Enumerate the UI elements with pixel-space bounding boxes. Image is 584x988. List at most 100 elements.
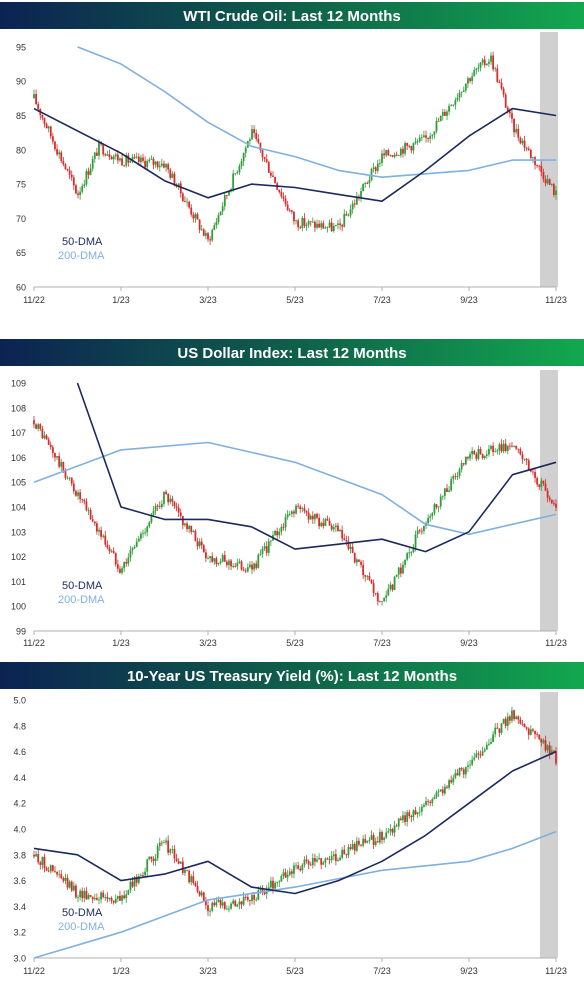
candle-body <box>412 143 415 151</box>
candle-body <box>303 217 306 226</box>
candle-body <box>221 206 224 212</box>
candle-body <box>332 226 335 232</box>
candle-body <box>144 160 147 168</box>
candle-body <box>77 897 79 898</box>
candle-body <box>483 455 486 459</box>
y-tick-label: 4.6 <box>13 747 26 757</box>
candle-body <box>358 559 360 562</box>
y-tick-label: 3.4 <box>13 902 26 912</box>
candle-body <box>548 745 551 755</box>
x-tick-label: 11/23 <box>545 638 567 648</box>
candle-body <box>542 172 545 180</box>
candle-body <box>66 168 69 171</box>
candle-body <box>435 120 438 132</box>
candle-body <box>125 155 128 166</box>
y-tick-label: 75 <box>16 180 26 190</box>
candle-body <box>47 870 50 872</box>
candle-body <box>387 588 390 596</box>
candle-body <box>148 159 151 161</box>
candle-body <box>483 749 486 752</box>
candle-body <box>104 535 107 545</box>
candle-body <box>460 463 463 470</box>
plot-area: 99 100 101 102 103 104 105 106 107 108 109 11/22 1/2… <box>11 370 567 648</box>
candle-body <box>297 865 300 869</box>
candle-body <box>179 861 182 864</box>
x-tick-label: 5/23 <box>286 966 304 976</box>
candle-body <box>68 170 71 175</box>
candle-body <box>353 203 356 205</box>
candle-body <box>364 575 367 577</box>
x-tick-label: 5/23 <box>286 638 304 648</box>
candle-body <box>542 740 545 743</box>
candle-body <box>343 849 346 855</box>
candle-body <box>364 838 367 843</box>
candle-body <box>223 195 226 207</box>
candle-body <box>448 105 450 112</box>
candle-body <box>114 898 117 903</box>
candle-body <box>158 506 161 507</box>
candle-body <box>100 892 102 900</box>
candle-body <box>322 862 325 865</box>
candle-body <box>494 451 497 453</box>
candle-body <box>75 491 77 496</box>
candle-body <box>515 445 518 449</box>
candle-body <box>391 829 394 833</box>
candle-body <box>456 97 459 101</box>
candle-body <box>389 829 392 832</box>
candle-body <box>274 882 276 889</box>
candle-body <box>209 910 211 912</box>
candle-body <box>311 515 314 520</box>
candle-body <box>93 152 96 160</box>
candle-body <box>49 444 52 448</box>
candle-body <box>341 224 344 227</box>
candle-body <box>523 458 526 460</box>
candle-body <box>370 579 373 584</box>
candle-body <box>194 214 197 219</box>
candle-body <box>416 141 419 143</box>
candle-body <box>414 141 417 144</box>
candle-body <box>77 492 79 496</box>
candle-body <box>123 895 126 899</box>
candle-body <box>443 111 446 116</box>
candle-body <box>51 136 54 142</box>
candle-body <box>64 470 67 478</box>
candle-body <box>255 899 258 901</box>
candle-body <box>538 734 541 740</box>
candle-body <box>81 186 84 192</box>
x-tick-label: 11/22 <box>23 295 45 305</box>
candle-body <box>39 424 42 429</box>
candle-body <box>91 519 94 522</box>
candle-body <box>68 477 71 479</box>
candle-body <box>391 584 394 590</box>
candle-body <box>54 141 56 150</box>
candle-body <box>500 82 503 89</box>
candle-body <box>477 449 480 459</box>
candle-body <box>131 157 134 162</box>
candle-body <box>112 900 115 903</box>
x-tick-label: 11/22 <box>23 638 45 648</box>
candle-body <box>337 525 339 532</box>
candle-body <box>253 129 256 133</box>
candle-body <box>527 460 530 470</box>
candle-body <box>129 161 132 163</box>
candle-body <box>490 445 492 449</box>
candle-body <box>98 141 100 156</box>
candle-body <box>332 854 335 857</box>
candle-body <box>290 511 293 514</box>
candle-body <box>326 858 329 860</box>
candle-body <box>473 70 476 77</box>
candle-body <box>41 856 44 865</box>
candle-body <box>116 154 119 161</box>
candle-body <box>261 889 264 892</box>
dma200-line <box>77 46 556 178</box>
candle-body <box>276 882 279 883</box>
candle-body <box>546 490 549 498</box>
candle-body <box>207 905 209 912</box>
candle-body <box>387 150 390 156</box>
candle-body <box>282 872 285 876</box>
candle-body <box>152 510 155 515</box>
candle-body <box>240 161 243 167</box>
chart-header-bar <box>0 339 584 366</box>
candle-body <box>324 858 327 863</box>
candle-body <box>45 435 48 440</box>
